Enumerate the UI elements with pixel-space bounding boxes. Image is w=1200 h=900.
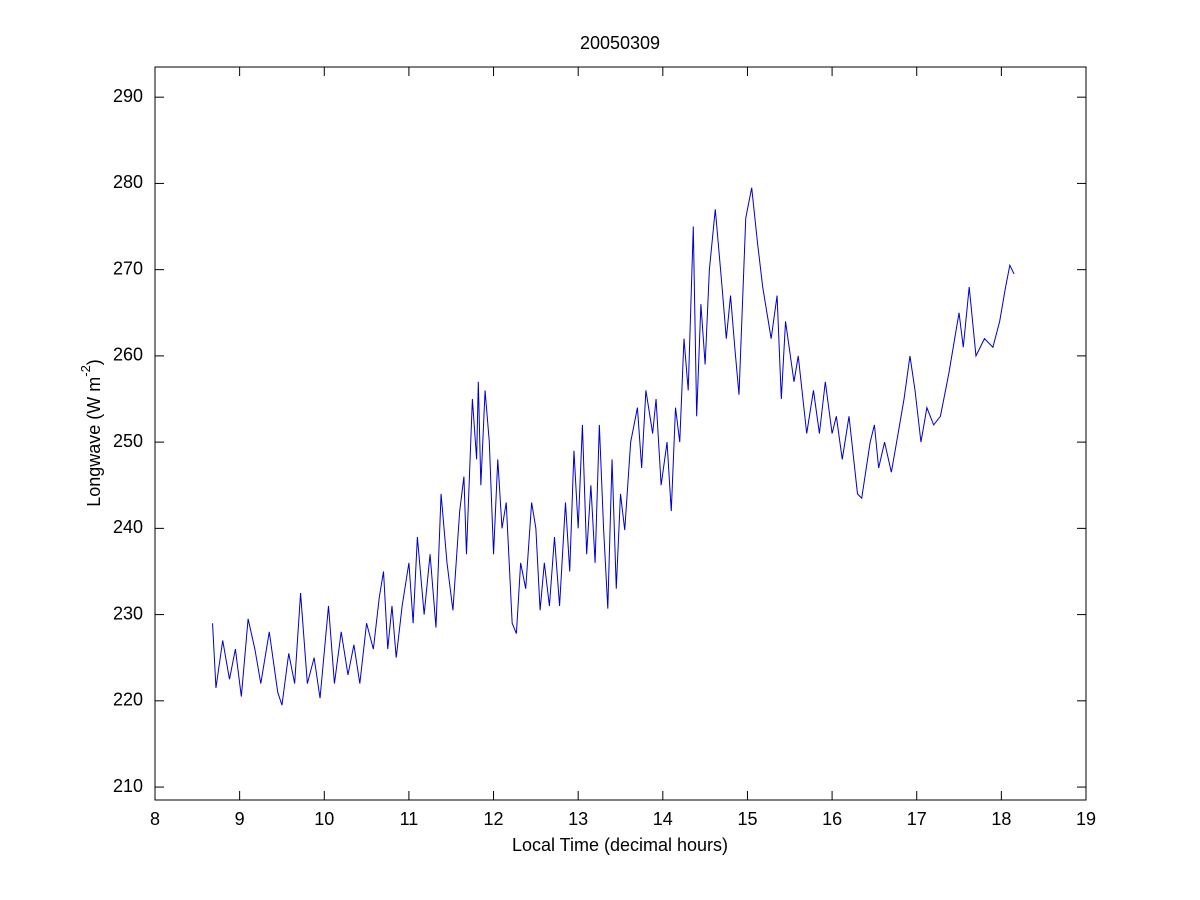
x-tick-label: 13 — [568, 809, 588, 829]
y-axis-label: Longwave (W m-2) — [78, 359, 103, 507]
x-tick-label: 19 — [1076, 809, 1096, 829]
y-tick-label: 270 — [113, 258, 143, 278]
y-label-text: Longwave (W m — [84, 377, 104, 507]
y-tick-label: 240 — [113, 517, 143, 537]
x-tick-label: 17 — [907, 809, 927, 829]
x-tick-label: 12 — [484, 809, 504, 829]
x-tick-label: 15 — [737, 809, 757, 829]
x-tick-label: 9 — [235, 809, 245, 829]
chart-title: 20050309 — [580, 33, 660, 53]
x-axis-label: Local Time (decimal hours) — [512, 835, 728, 855]
x-tick-label: 18 — [991, 809, 1011, 829]
y-tick-label: 280 — [113, 172, 143, 192]
y-label-suffix: ) — [84, 359, 104, 365]
y-tick-label: 210 — [113, 776, 143, 796]
y-tick-label: 230 — [113, 603, 143, 623]
y-tick-label: 250 — [113, 431, 143, 451]
x-tick-label: 16 — [822, 809, 842, 829]
x-tick-label: 14 — [653, 809, 673, 829]
x-tick-label: 8 — [150, 809, 160, 829]
x-tick-label: 11 — [400, 809, 419, 829]
y-tick-label: 290 — [113, 86, 143, 106]
plot-box — [154, 66, 1087, 801]
y-tick-label: 260 — [113, 345, 143, 365]
y-tick-label: 220 — [113, 690, 143, 710]
x-tick-label: 10 — [314, 809, 334, 829]
y-label-superscript: -2 — [78, 365, 93, 377]
data-line — [212, 187, 1015, 706]
